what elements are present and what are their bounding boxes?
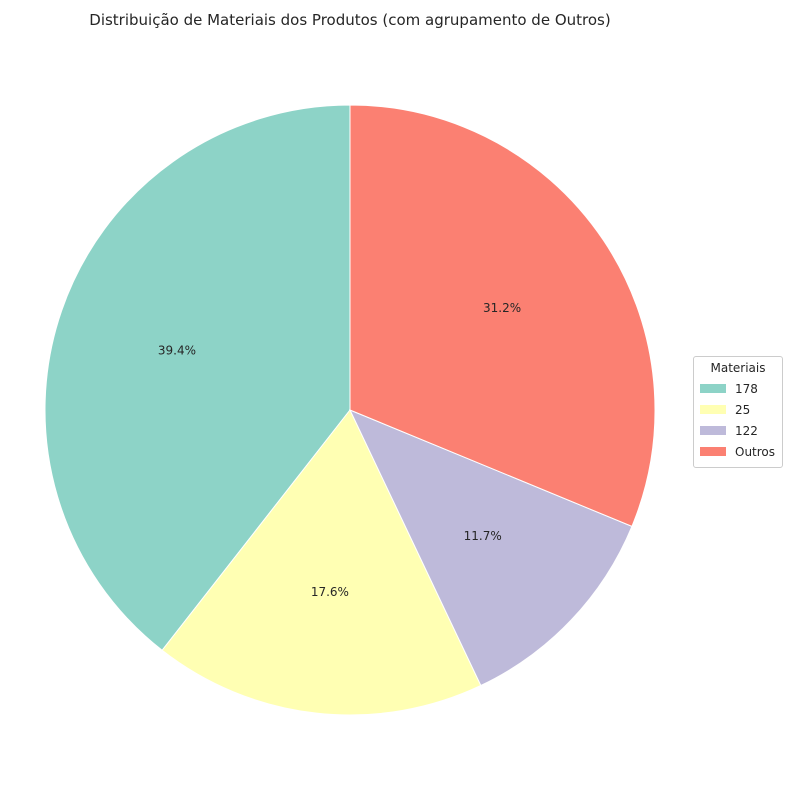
pie-slice-25 <box>161 409 482 716</box>
slice-percent-label: 17.6% <box>311 585 349 599</box>
pie-slice-178 <box>44 104 351 651</box>
slice-percent-label: 11.7% <box>464 529 502 543</box>
legend-swatch <box>700 447 726 456</box>
legend-label: 122 <box>735 423 758 438</box>
legend-item: 122 <box>700 420 776 441</box>
chart-title: Distribuição de Materiais dos Produtos (… <box>89 11 611 29</box>
slice-percent-label: 39.4% <box>158 343 196 357</box>
legend-swatch <box>700 384 726 393</box>
legend-item: 178 <box>700 378 776 399</box>
legend-label: Outros <box>735 444 776 459</box>
legend-title: Materiais <box>710 361 766 375</box>
pie-slice-outros <box>349 104 656 528</box>
legend-label: 25 <box>735 402 751 417</box>
legend-swatch <box>700 405 726 414</box>
legend: Materiais 178 25 122 Outros <box>693 356 783 468</box>
legend-swatch <box>700 426 726 435</box>
slice-percent-label: 31.2% <box>483 301 521 315</box>
legend-item: Outros <box>700 441 776 462</box>
legend-item: 25 <box>700 399 776 420</box>
legend-label: 178 <box>735 381 758 396</box>
pie-slice-122 <box>348 409 633 687</box>
